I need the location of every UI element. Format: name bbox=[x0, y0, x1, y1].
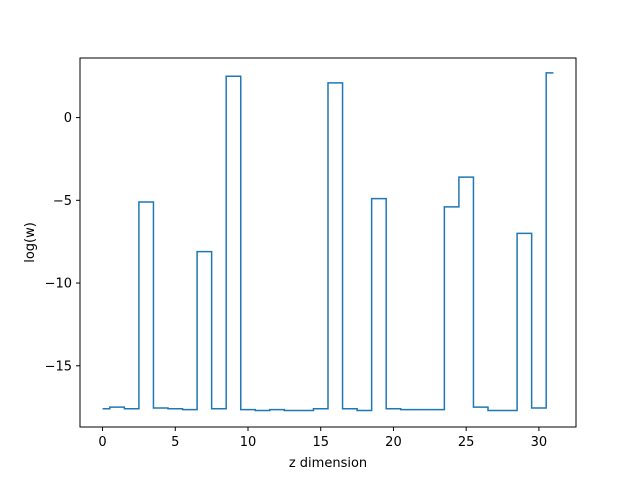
x-tick-label: 30 bbox=[531, 435, 548, 450]
y-axis-label: log(w) bbox=[23, 222, 38, 263]
x-tick-label: 15 bbox=[312, 435, 329, 450]
series-layer bbox=[102, 72, 554, 412]
y-tick-label: −10 bbox=[45, 277, 72, 292]
axes-layer: 0 5 10 15 20 25 30 0 −5 −10 −15 bbox=[45, 111, 548, 450]
x-tick-label: 0 bbox=[98, 435, 106, 450]
x-axis-label: z dimension bbox=[289, 456, 367, 471]
y-tick-label: 0 bbox=[64, 111, 72, 126]
y-tick-label: −15 bbox=[45, 359, 72, 374]
series-line bbox=[102, 72, 554, 412]
plot-frame bbox=[79, 57, 577, 428]
x-tick-label: 25 bbox=[458, 435, 475, 450]
x-tick-label: 10 bbox=[240, 435, 257, 450]
x-tick-label: 5 bbox=[171, 435, 179, 450]
x-tick-label: 20 bbox=[385, 435, 402, 450]
y-tick-label: −5 bbox=[53, 194, 72, 209]
